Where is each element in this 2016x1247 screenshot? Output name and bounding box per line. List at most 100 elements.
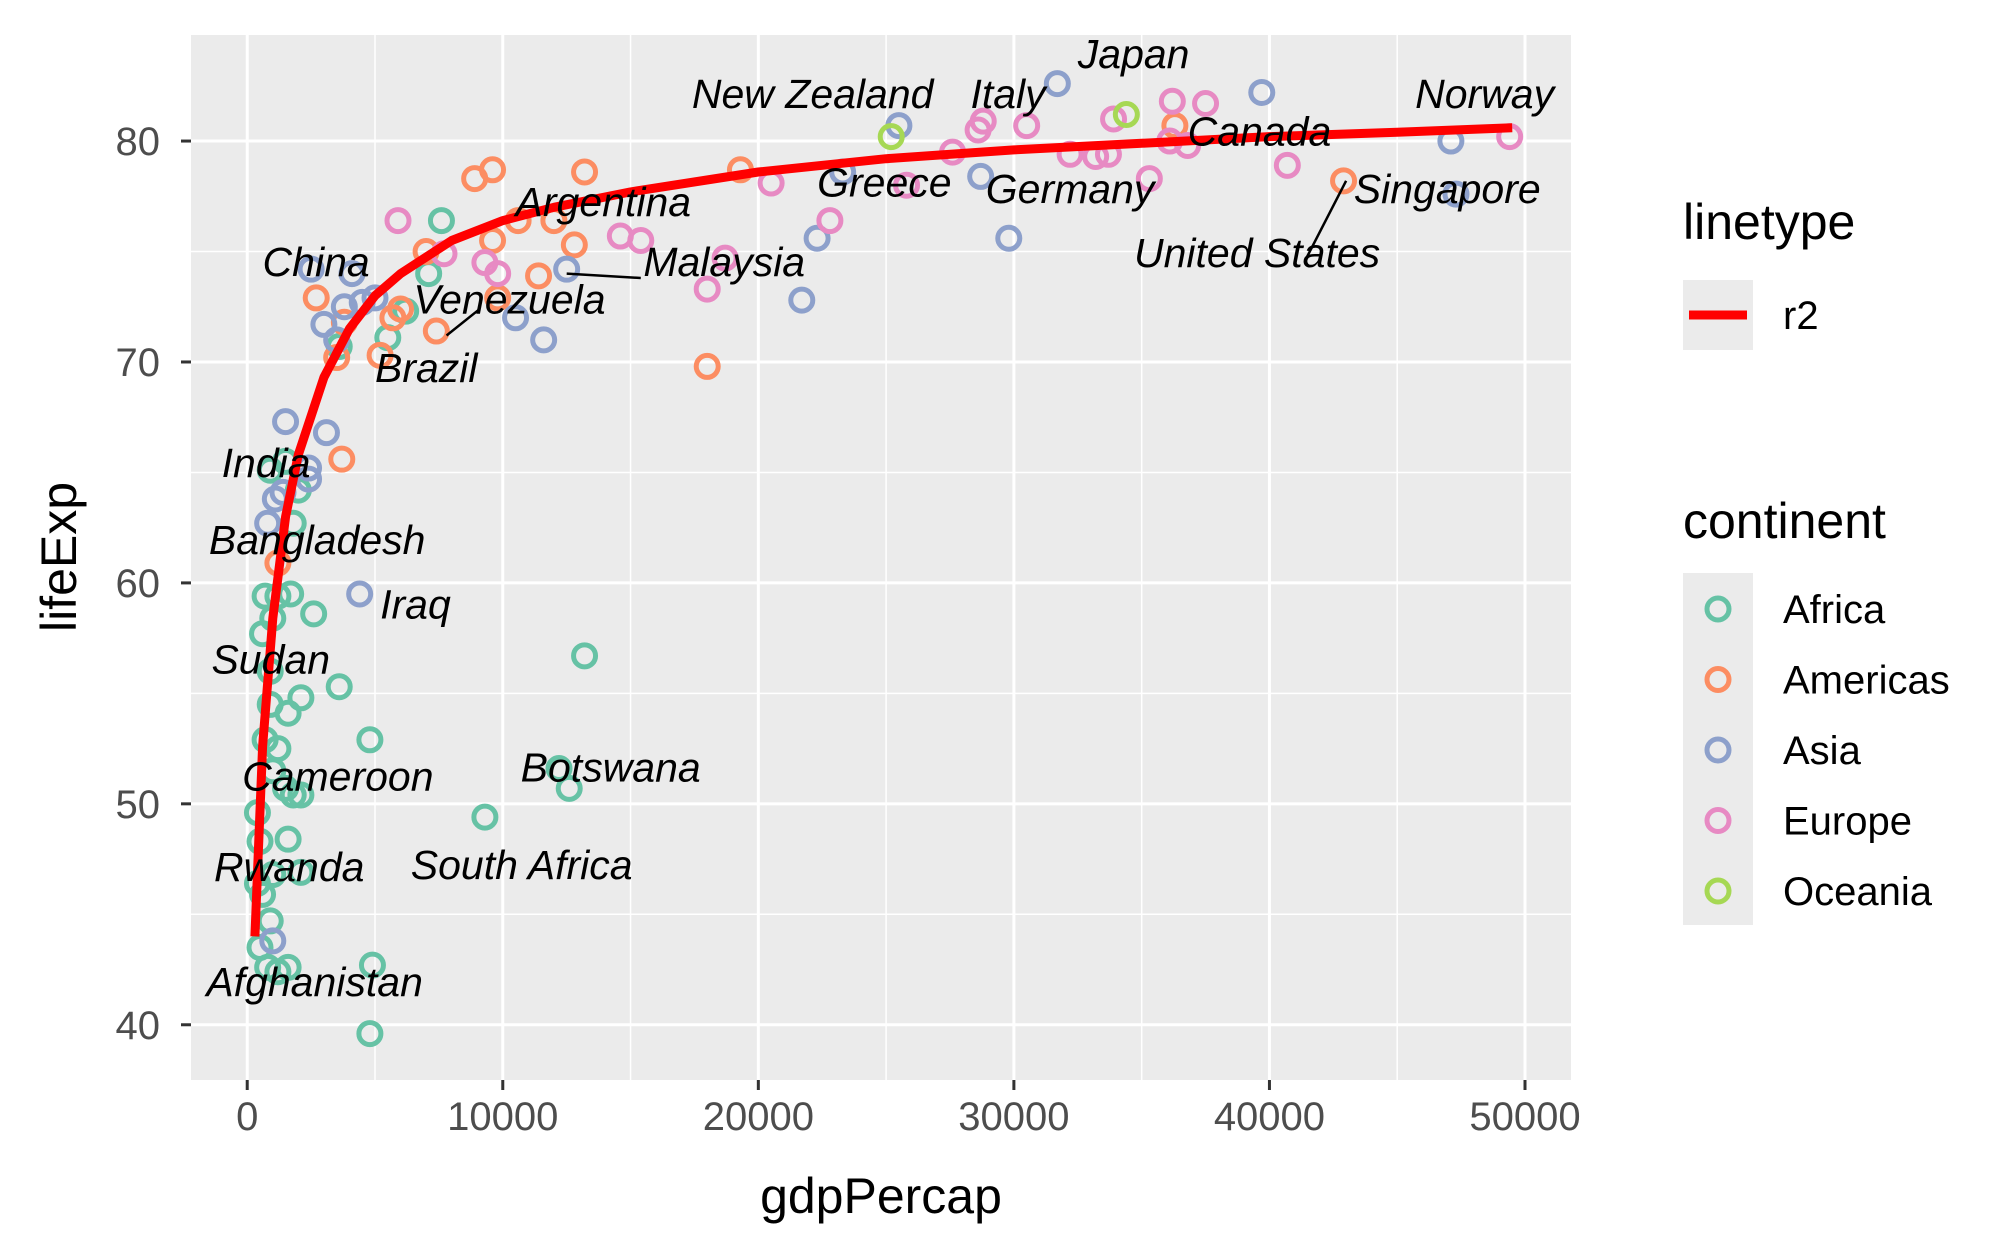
data-point-europe xyxy=(711,244,739,272)
data-point-africa xyxy=(274,825,302,853)
grid-lines xyxy=(191,35,1571,1080)
legend-title-linetype: linetype xyxy=(1683,194,1855,250)
data-point-americas xyxy=(525,262,553,290)
y-tick-label: 70 xyxy=(116,341,161,385)
data-point-europe xyxy=(627,226,655,254)
y-axis-title: lifeExp xyxy=(31,482,87,632)
legend-key-box xyxy=(1683,573,1753,925)
country-label: Afghanistan xyxy=(203,959,423,1005)
legend-label-oceania: Oceania xyxy=(1783,870,1933,914)
data-point-asia xyxy=(967,162,995,190)
data-point-asia xyxy=(788,286,816,314)
country-label: Malaysia xyxy=(643,239,805,285)
legend: linetype r2 continent Africa Americas Asia Eur… xyxy=(1683,194,1950,925)
data-point-americas xyxy=(387,295,415,323)
legend-label-americas: Americas xyxy=(1783,659,1950,703)
data-point-asia xyxy=(1043,70,1071,98)
data-point-americas xyxy=(1330,167,1358,195)
legend-key-asia xyxy=(1704,736,1732,764)
data-point-africa xyxy=(274,953,302,981)
y-tick-label: 50 xyxy=(116,783,161,827)
data-point-asia xyxy=(803,224,831,252)
data-point-asia xyxy=(310,310,338,338)
data-point-americas xyxy=(328,445,356,473)
data-point-europe xyxy=(1100,105,1128,133)
country-label: Japan xyxy=(1077,31,1190,77)
data-point-asia xyxy=(272,408,300,436)
legend-key-africa xyxy=(1704,595,1732,623)
data-point-africa xyxy=(300,600,328,628)
legend-label-asia: Asia xyxy=(1783,729,1862,773)
data-point-americas xyxy=(422,317,450,345)
data-point-europe xyxy=(1013,112,1041,140)
data-point-asia xyxy=(995,224,1023,252)
data-point-europe xyxy=(893,171,921,199)
legend-title-continent: continent xyxy=(1683,493,1886,549)
data-point-asia xyxy=(530,326,558,354)
country-label: Singapore xyxy=(1354,166,1541,212)
data-point-asia xyxy=(502,304,530,332)
legend-key-oceania xyxy=(1704,877,1732,905)
data-point-europe xyxy=(1135,165,1163,193)
country-label: Italy xyxy=(970,71,1048,117)
data-point-africa xyxy=(274,699,302,727)
country-label: Canada xyxy=(1188,108,1332,154)
legend-label-fit: r2 xyxy=(1783,294,1819,338)
country-label: Brazil xyxy=(375,345,479,391)
data-point-asia xyxy=(1248,78,1276,106)
data-point-europe xyxy=(384,207,412,235)
label-connector xyxy=(566,272,641,280)
y-tick-label: 60 xyxy=(116,562,161,606)
data-point-europe xyxy=(1192,89,1220,117)
data-point-americas xyxy=(479,156,507,184)
country-label: Argentina xyxy=(513,179,692,225)
country-label: South Africa xyxy=(411,842,633,888)
label-connectors xyxy=(445,180,1348,337)
country-label: United States xyxy=(1134,230,1380,276)
data-point-africa xyxy=(358,951,386,979)
x-tick-label: 50000 xyxy=(1469,1095,1580,1139)
data-point-africa xyxy=(287,781,315,809)
legend-key-europe xyxy=(1704,807,1732,834)
legend-key-americas xyxy=(1704,666,1732,693)
country-label: New Zealand xyxy=(692,71,935,117)
x-tick-label: 20000 xyxy=(703,1095,814,1139)
country-label: Rwanda xyxy=(214,844,364,890)
data-point-europe xyxy=(816,207,844,235)
data-point-africa xyxy=(272,774,300,802)
data-point-africa xyxy=(246,933,274,961)
data-point-oceania xyxy=(1112,101,1140,129)
data-point-americas xyxy=(366,341,394,369)
data-point-asia xyxy=(1442,180,1470,208)
data-point-asia xyxy=(297,255,325,283)
data-point-europe xyxy=(969,107,997,135)
y-tick-label: 80 xyxy=(116,120,161,164)
data-point-africa xyxy=(287,684,315,712)
data-point-europe xyxy=(693,275,721,303)
data-point-asia xyxy=(254,509,282,537)
data-point-africa xyxy=(427,207,455,235)
label-connector xyxy=(445,307,481,337)
country-label: China xyxy=(263,239,370,285)
data-point-africa xyxy=(571,642,599,670)
data-point-europe xyxy=(1158,87,1186,115)
data-point-americas xyxy=(560,231,588,259)
x-axis-title: gdpPercap xyxy=(760,1168,1002,1224)
axes: 0 10000 20000 30000 40000 50000 40 50 60 70 80 xyxy=(116,120,1581,1139)
country-label: Norway xyxy=(1415,71,1556,117)
country-label: Venezuela xyxy=(413,276,605,322)
data-point-americas xyxy=(1161,112,1189,140)
country-labels: Norway Japan Italy New Zealand Canada Greece G… xyxy=(203,31,1556,1005)
country-label: Iraq xyxy=(380,581,451,627)
data-point-oceania xyxy=(877,123,905,151)
data-point-africa xyxy=(356,1020,384,1048)
x-tick-label: 30000 xyxy=(958,1095,1069,1139)
data-point-americas xyxy=(302,284,330,312)
data-point-asia xyxy=(259,927,287,955)
legend-label-europe: Europe xyxy=(1783,800,1912,844)
country-label: Germany xyxy=(986,166,1157,212)
data-point-americas xyxy=(693,352,721,380)
x-tick-label: 40000 xyxy=(1214,1095,1325,1139)
data-point-asia xyxy=(553,255,581,283)
